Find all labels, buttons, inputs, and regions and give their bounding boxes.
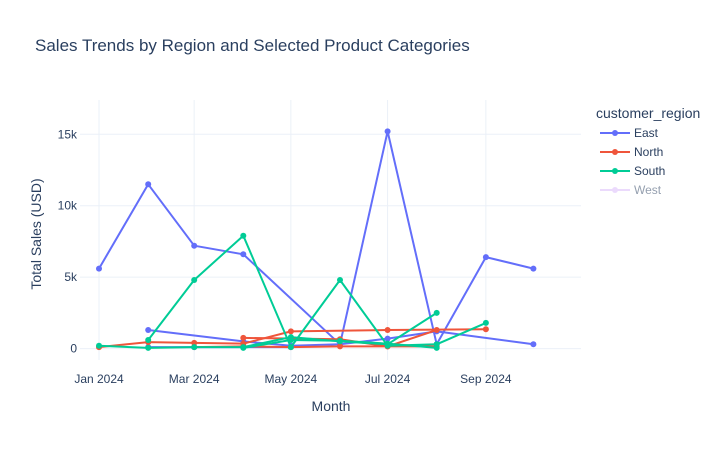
data-point	[145, 327, 152, 333]
data-point	[96, 265, 102, 272]
data-point	[287, 328, 294, 335]
data-point	[240, 344, 247, 351]
legend-item-east[interactable]: East	[600, 126, 659, 140]
legend-swatch-marker	[612, 149, 618, 155]
legend-label: North	[634, 145, 663, 159]
data-point	[96, 342, 102, 349]
x-tick-label: Sep 2024	[460, 372, 512, 386]
chart-title: Sales Trends by Region and Selected Prod…	[35, 36, 470, 55]
grid	[80, 100, 581, 360]
data-point	[433, 309, 440, 316]
data-point	[240, 232, 247, 239]
data-point	[240, 251, 247, 258]
y-tick-label: 5k	[64, 270, 78, 284]
data-point	[337, 343, 343, 350]
legend-label: East	[634, 126, 659, 140]
data-point	[287, 337, 294, 343]
data-point	[145, 344, 152, 351]
data-point	[145, 181, 152, 188]
data-point	[482, 326, 489, 333]
data-point	[240, 334, 247, 341]
series-east	[96, 128, 537, 351]
y-tick-label: 10k	[58, 199, 78, 213]
x-tick-label: Mar 2024	[169, 372, 220, 386]
x-tick-label: Jan 2024	[74, 372, 124, 386]
data-point	[482, 254, 489, 261]
legend-item-south[interactable]: South	[600, 164, 665, 178]
legend-label: South	[634, 164, 665, 178]
data-point	[191, 344, 198, 351]
data-point	[433, 327, 440, 333]
legend-swatch-marker	[612, 187, 618, 193]
data-point	[384, 128, 391, 135]
data-point	[530, 341, 537, 348]
legend-title: customer_region	[596, 105, 700, 121]
x-tick-label: Jul 2024	[365, 372, 411, 386]
legend: customer_region East North South West	[596, 105, 700, 197]
data-point	[384, 340, 391, 347]
legend-swatch-marker	[612, 168, 618, 174]
data-point	[337, 337, 343, 344]
data-point	[287, 344, 294, 351]
data-point	[191, 339, 198, 346]
data-point	[433, 344, 440, 351]
y-tick-label: 0	[70, 342, 77, 356]
legend-label: West	[634, 183, 662, 197]
x-axis-ticks: Jan 2024 Mar 2024 May 2024 Jul 2024 Sep 2024	[74, 372, 512, 386]
legend-item-west[interactable]: West	[600, 183, 662, 197]
data-point	[482, 319, 489, 326]
series-line	[147, 234, 487, 349]
data-point	[530, 265, 537, 272]
y-axis-label: Total Sales (USD)	[28, 178, 44, 289]
data-point	[384, 327, 391, 333]
data-point	[191, 277, 198, 283]
x-tick-label: May 2024	[265, 372, 318, 386]
legend-items: East North South West	[600, 126, 665, 197]
data-point	[145, 337, 152, 343]
data-point	[191, 242, 198, 249]
series-south	[96, 232, 489, 351]
legend-item-north[interactable]: North	[600, 145, 663, 159]
data-point	[337, 277, 343, 283]
y-axis-ticks: 0 5k 10k 15k	[58, 127, 78, 355]
legend-swatch-marker	[612, 130, 618, 136]
series-group	[96, 128, 537, 351]
y-tick-label: 15k	[58, 127, 78, 141]
data-point	[384, 335, 391, 342]
x-axis-label: Month	[312, 398, 351, 414]
